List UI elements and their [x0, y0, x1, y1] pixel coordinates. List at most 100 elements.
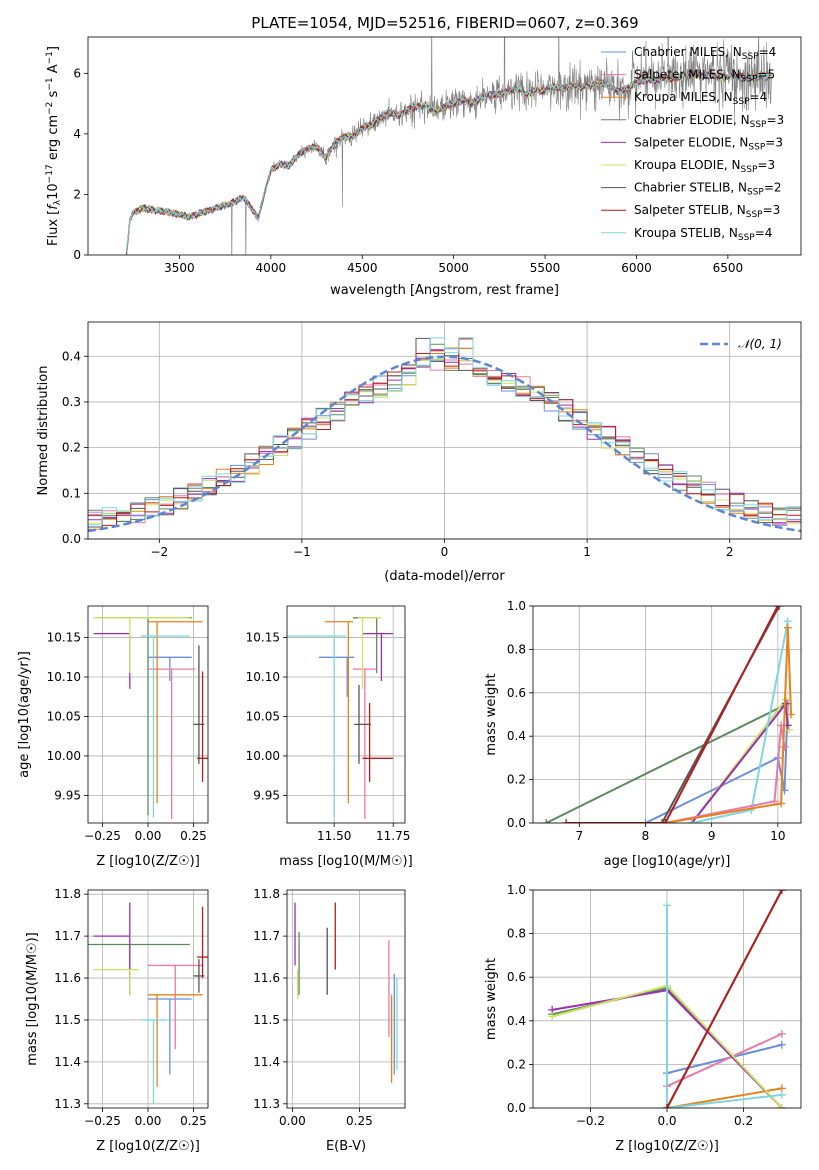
y-tick-label: 0.3: [62, 395, 81, 409]
y-tick-label: 0.6: [507, 970, 526, 984]
y-tick-label: 0.8: [507, 642, 526, 656]
y-axis-label: mass weight: [484, 958, 499, 1040]
y-tick-label: 6: [73, 66, 81, 80]
y-tick-label: 0.0: [507, 1101, 526, 1115]
x-tick-label: 0.00: [135, 1114, 162, 1128]
x-tick-label: −0.25: [84, 829, 121, 843]
axes-frame: [532, 605, 802, 824]
y-tick-label: 10.00: [47, 749, 81, 763]
x-tick-label: 7: [576, 829, 584, 843]
x-tick-label: 1: [583, 545, 591, 559]
y-tick-label: 9.95: [253, 788, 280, 802]
legend-entry: Chabrier ELODIE, NSSP=3: [634, 113, 784, 130]
x-tick-label: 11.75: [376, 829, 410, 843]
x-axis-label: (data-model)/error: [384, 569, 505, 584]
weight-marker: [777, 1040, 786, 1049]
y-tick-label: 10.15: [47, 631, 81, 645]
weight-marker: [780, 743, 789, 752]
y-tick-label: 11.5: [54, 1013, 81, 1027]
plot-area: [548, 890, 786, 1108]
weight-marker: [777, 1090, 786, 1099]
legend-entry: Salpeter STELIB, NSSP=3: [634, 203, 780, 220]
weight-line: [666, 890, 783, 1108]
weight-marker: [641, 819, 650, 823]
model-spectrum: [125, 70, 772, 253]
legend-entry: Chabrier MILES, NSSP=4: [634, 45, 776, 62]
y-tick-label: 0.2: [507, 1057, 526, 1071]
y-tick-label: 1.0: [507, 599, 526, 613]
y-tick-label: 0.8: [507, 927, 526, 941]
y-tick-label: 10.10: [246, 670, 280, 684]
x-tick-label: 4500: [347, 261, 378, 275]
y-axis-label: age [log10(age/yr)]: [17, 651, 32, 778]
legend-entry: Salpeter MILES, NSSP=5: [634, 68, 775, 85]
y-axis-label: Flux [fλ10−17 erg cm−2 s−1 A−1]: [45, 46, 63, 246]
y-tick-label: 2: [73, 187, 81, 201]
x-tick-label: 3500: [164, 261, 195, 275]
x-tick-label: 8: [642, 829, 650, 843]
x-axis-label: mass [log10(M/M☉)]: [279, 854, 412, 869]
panel-mass_vs_Z: −0.25 0.00 0.25 11.3 11.4 11.5 11.6 11.7 11.8 Z […: [25, 887, 209, 1154]
x-tick-label: 0.25: [180, 1114, 207, 1128]
x-axis-label: Z [log10(Z/Z☉)]: [615, 1139, 719, 1154]
weight-line: [666, 1043, 783, 1075]
normal-curve: [88, 355, 801, 533]
x-tick-label: −0.25: [84, 1114, 121, 1128]
axes-frame: [87, 36, 802, 256]
y-tick-label: 11.4: [54, 1055, 81, 1069]
y-tick-label: 11.3: [54, 1097, 81, 1111]
x-axis-label: E(B-V): [326, 1139, 366, 1154]
plot-area: [287, 617, 394, 820]
x-tick-label: −0.2: [576, 1114, 605, 1128]
x-axis-label: wavelength [Angstrom, rest frame]: [330, 283, 559, 298]
axes-frame: [87, 889, 209, 1109]
panel-massweight_vs_Z: −0.2 0.0 0.2 0.0 0.2 0.4 0.6 0.8 1.0 Z [log10(Z/Z…: [484, 883, 802, 1154]
legend-entry: Salpeter ELODIE, NSSP=3: [634, 135, 783, 152]
legend: Chabrier MILES, NSSP=4 Salpeter MILES, NS…: [601, 45, 784, 243]
plot-area: [88, 337, 801, 533]
x-axis-label: Z [log10(Z/Z☉)]: [96, 854, 200, 869]
y-tick-label: 4: [73, 127, 81, 141]
x-tick-label: 5500: [530, 261, 561, 275]
plot-area: [88, 902, 208, 1104]
plot-area: [542, 606, 796, 823]
y-tick-label: 0.1: [62, 486, 81, 500]
legend-entry: Kroupa STELIB, NSSP=4: [634, 226, 772, 243]
x-tick-label: 11.50: [317, 829, 351, 843]
weight-marker: [775, 606, 784, 610]
weight-line: [545, 702, 789, 823]
axes-frame: [286, 889, 406, 1109]
weight-marker: [548, 1012, 557, 1021]
weight-line: [666, 1032, 783, 1088]
x-tick-label: −1: [293, 545, 311, 559]
weight-line: [666, 1087, 783, 1108]
y-tick-label: 11.5: [253, 1013, 280, 1027]
plot-area: [294, 902, 398, 1083]
y-tick-label: 11.8: [253, 887, 280, 901]
weight-marker: [777, 1104, 786, 1108]
weight-marker: [777, 1029, 786, 1038]
panel-spectrum: 3500 4000 4500 5000 5500 6000 6500 0 2 4 6 waveleng…: [45, 36, 802, 298]
weight-marker: [747, 805, 756, 814]
x-tick-label: 6000: [621, 261, 652, 275]
legend-entry: 𝒩(0, 1): [738, 337, 782, 351]
weight-marker: [777, 799, 786, 808]
x-tick-label: −2: [150, 545, 168, 559]
weight-marker: [783, 623, 792, 632]
x-tick-label: 0.25: [180, 829, 207, 843]
figure-title: PLATE=1054, MJD=52516, FIBERID=0607, z=0…: [251, 14, 638, 32]
y-tick-label: 0.4: [507, 729, 526, 743]
weight-marker: [661, 819, 670, 823]
y-tick-label: 11.6: [253, 971, 280, 985]
y-tick-label: 0.6: [507, 686, 526, 700]
weight-line: [666, 905, 783, 1108]
weight-marker: [777, 890, 786, 894]
y-axis-label: mass weight: [484, 673, 499, 755]
y-tick-label: 10.05: [47, 709, 81, 723]
x-tick-label: 0.25: [346, 1114, 373, 1128]
y-axis-label: mass [log10(M/M☉)]: [25, 932, 40, 1065]
y-tick-label: 10.15: [246, 631, 280, 645]
panel-age_vs_Z: −0.25 0.00 0.25 9.95 10.00 10.05 10.10 10.15 Z […: [17, 605, 209, 869]
panel-massweight_vs_age: 7 8 9 10 0.0 0.2 0.4 0.6 0.8 1.0 age [log10(age/yr…: [484, 599, 802, 869]
weight-marker: [663, 901, 671, 910]
